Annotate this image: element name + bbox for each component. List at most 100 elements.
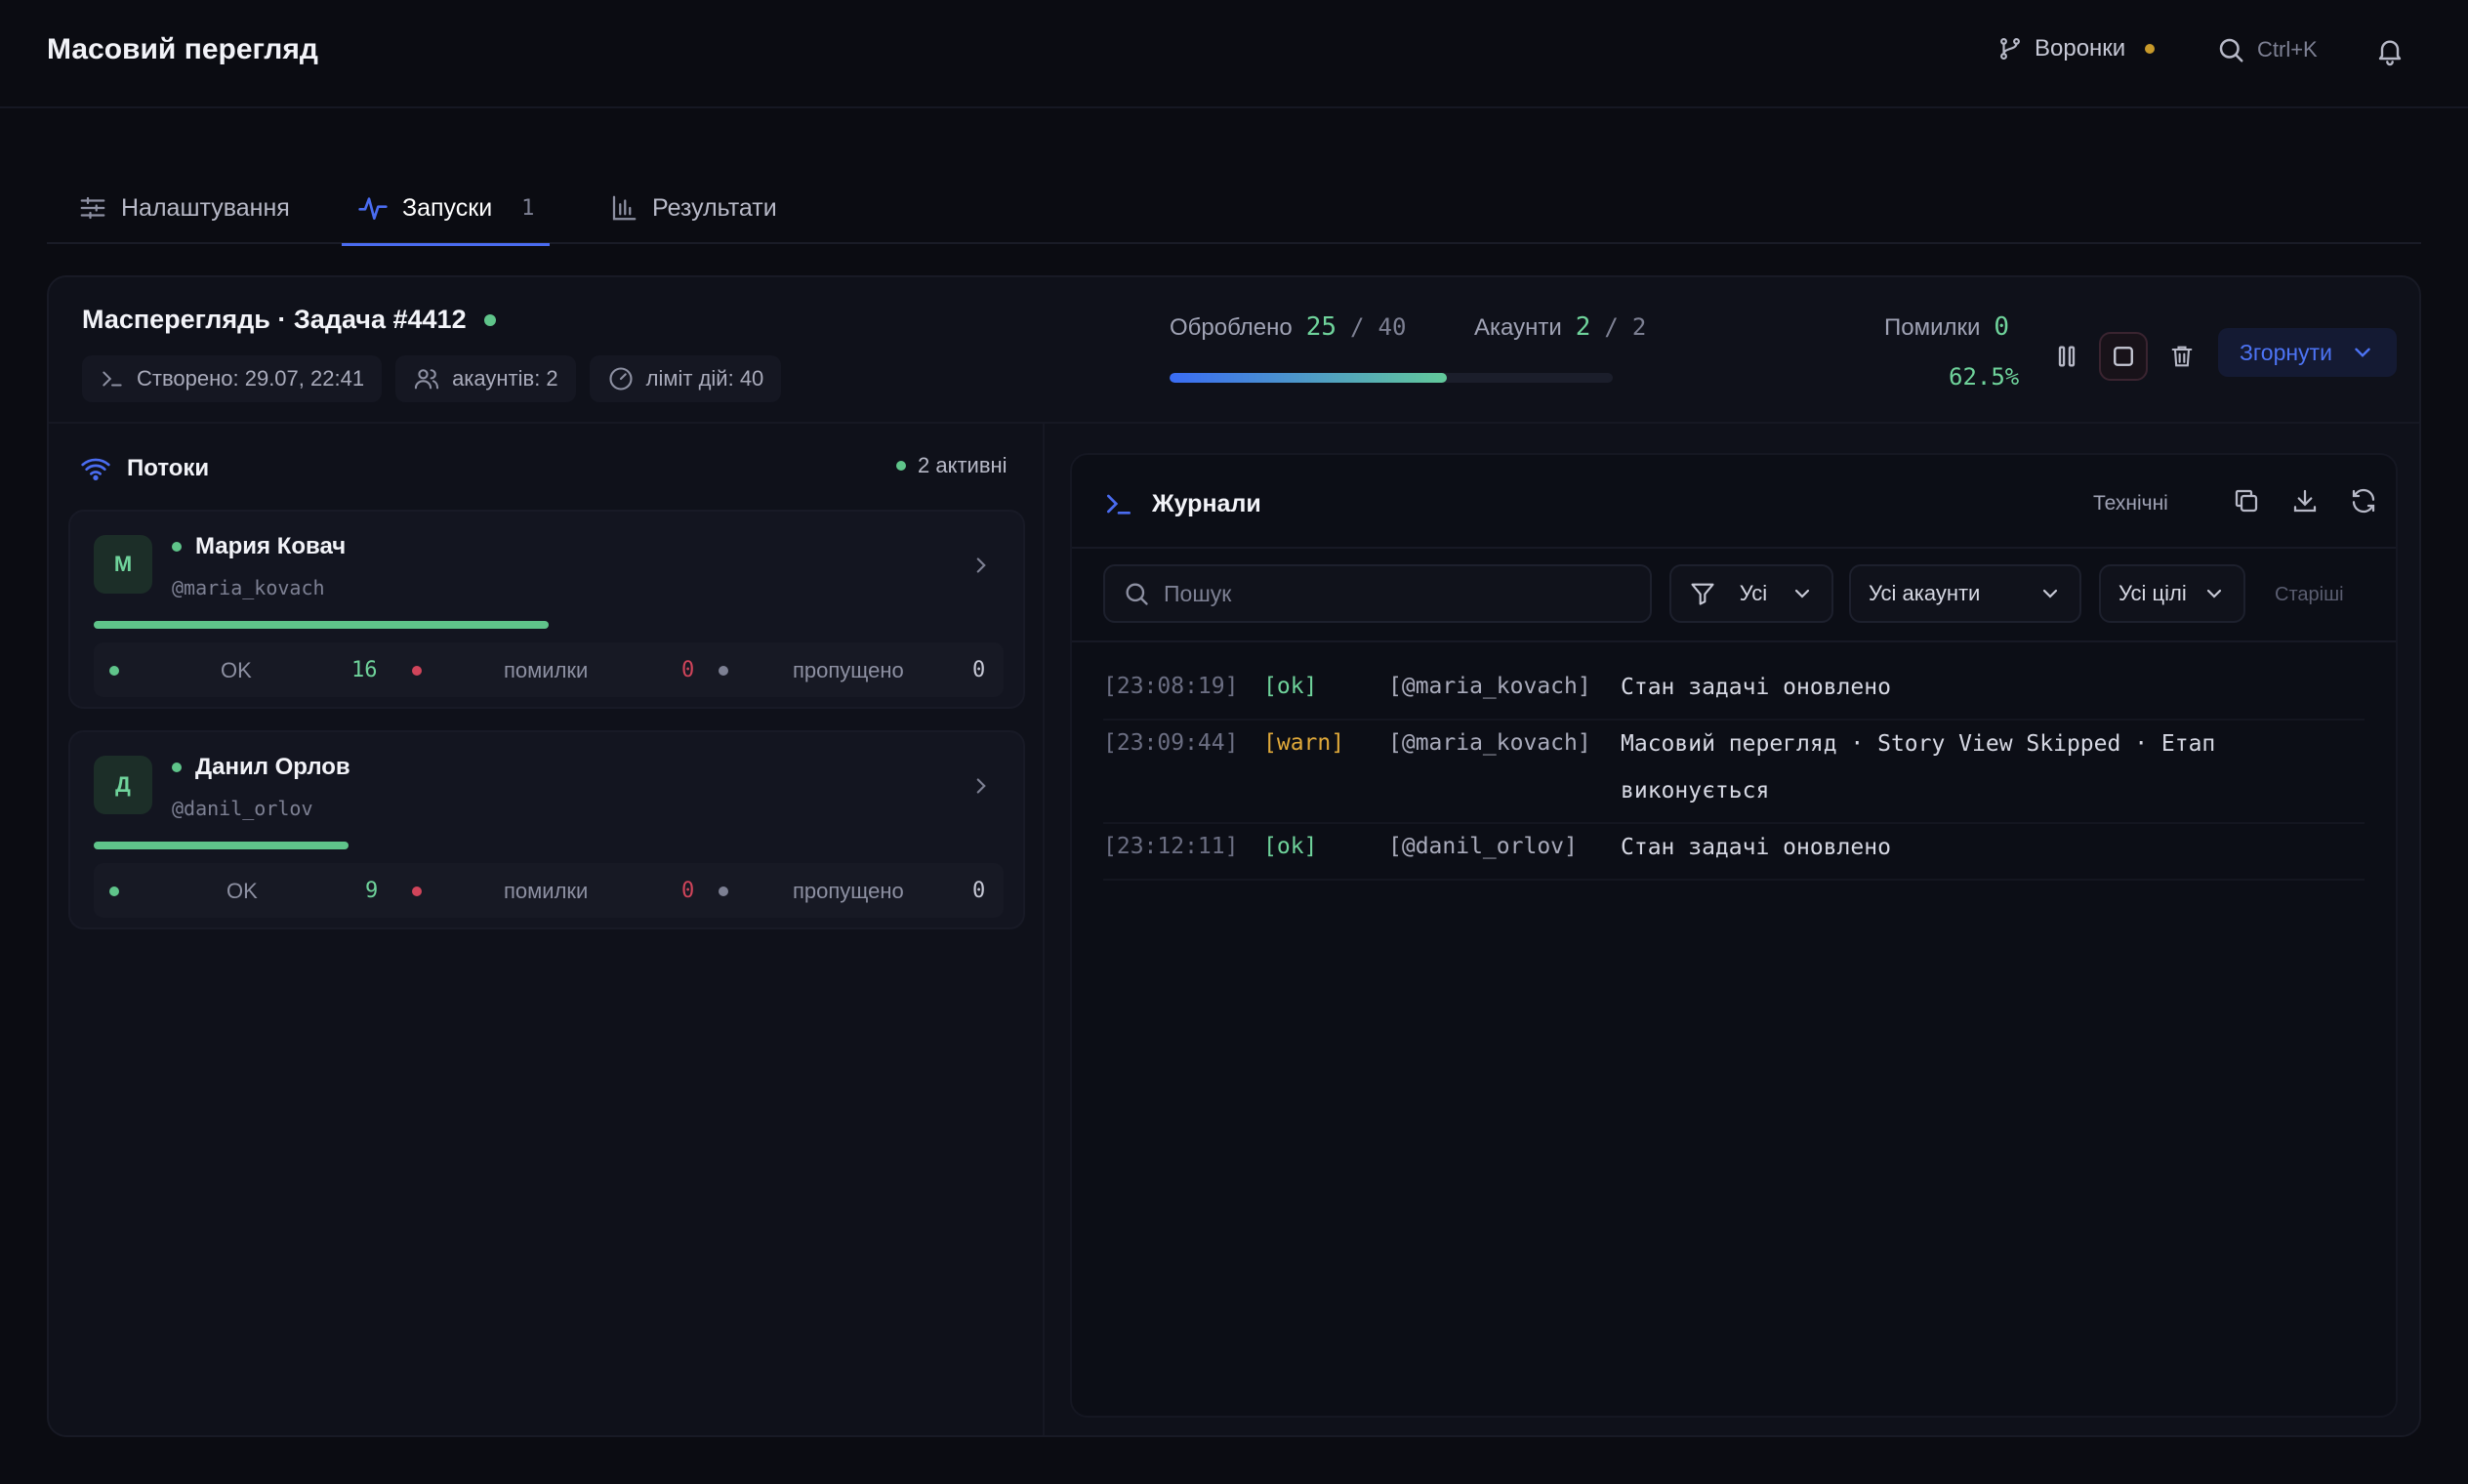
limit-chip: ліміт дій: 40 bbox=[589, 355, 782, 402]
download-button[interactable] bbox=[2290, 486, 2320, 520]
log-line: [23:09:44] [warn] [@maria_kovach] Масови… bbox=[1103, 721, 2365, 824]
stream-progress-fill bbox=[94, 842, 349, 849]
collapse-button[interactable]: Згорнути bbox=[2218, 328, 2397, 377]
streams-panel: Потоки 2 активні М Мария Ковач @maria_ko… bbox=[49, 424, 1045, 1435]
technical-toggle[interactable]: Технічні bbox=[2093, 492, 2168, 515]
notifications-button[interactable] bbox=[2374, 35, 2406, 71]
search-icon bbox=[2219, 38, 2243, 62]
created-chip: Створено: 29.07, 22:41 bbox=[82, 355, 383, 402]
search-button[interactable]: Ctrl+K bbox=[2216, 35, 2318, 64]
ok-count: 9 bbox=[365, 879, 379, 903]
run-divider bbox=[49, 422, 2419, 424]
stream-name: Мария Ковач bbox=[195, 533, 347, 559]
log-search-placeholder: Пошук bbox=[1164, 580, 1232, 606]
pause-icon bbox=[2058, 346, 2076, 367]
processed-separator: / bbox=[1350, 313, 1365, 341]
log-message: Стан задачі оновлено bbox=[1621, 675, 1891, 700]
chevron-down-icon bbox=[2206, 589, 2222, 598]
stream-progress-fill bbox=[94, 621, 549, 629]
funnels-label: Воронки bbox=[2035, 35, 2126, 62]
processed-value: 25 bbox=[1305, 312, 1337, 342]
stream-status-dot bbox=[172, 763, 182, 772]
filter-icon bbox=[1691, 583, 1714, 605]
copy-button[interactable] bbox=[2232, 486, 2261, 520]
created-text: Створено: 29.07, 22:41 bbox=[137, 366, 365, 391]
stop-button[interactable] bbox=[2099, 332, 2148, 381]
logs-title: Журнали bbox=[1103, 488, 1261, 519]
tab-runs[interactable]: Запуски 1 bbox=[341, 172, 551, 246]
streams-header: Потоки bbox=[80, 453, 209, 484]
stream-stats: OK 9 помилки 0 пропущено 0 bbox=[94, 863, 1004, 918]
copy-icon bbox=[2235, 489, 2258, 513]
delete-button[interactable] bbox=[2158, 332, 2206, 381]
error-dot bbox=[412, 666, 422, 676]
log-level: [ok] bbox=[1263, 674, 1318, 699]
log-line: [23:08:19] [ok] [@maria_kovach] Стан зад… bbox=[1103, 664, 2365, 721]
chevron-down-icon bbox=[2042, 589, 2058, 598]
refresh-button[interactable] bbox=[2349, 486, 2378, 520]
skip-dot bbox=[719, 886, 728, 896]
active-dot bbox=[896, 461, 906, 471]
accounts-stat: Акаунти 2 / 2 bbox=[1474, 312, 1646, 342]
pause-button[interactable] bbox=[2042, 332, 2091, 381]
tab-results[interactable]: Результати bbox=[609, 172, 777, 244]
logs-header: Журнали Технічні bbox=[1072, 455, 2396, 549]
log-search-input[interactable]: Пошук bbox=[1103, 564, 1652, 623]
search-shortcut: Ctrl+K bbox=[2257, 37, 2318, 62]
error-label: помилки bbox=[504, 658, 589, 682]
accounts-filter-value: Усі акаунти bbox=[1869, 581, 1981, 605]
chevron-right-icon[interactable] bbox=[968, 553, 994, 583]
wifi-icon bbox=[81, 458, 110, 480]
trash-icon bbox=[2171, 346, 2193, 367]
stream-card[interactable]: М Мария Ковач @maria_kovach OK 16 помилк… bbox=[68, 510, 1025, 709]
log-line: [23:12:11] [ok] [@danil_orlov] Стан зада… bbox=[1103, 824, 2365, 881]
avatar: Д bbox=[94, 756, 152, 814]
stream-name-row: Данил Орлов bbox=[172, 754, 350, 781]
terminal-icon bbox=[1107, 494, 1131, 515]
accounts-chip-text: акаунтів: 2 bbox=[452, 366, 558, 391]
terminal-icon bbox=[103, 371, 122, 387]
older-button[interactable]: Старіші bbox=[2275, 584, 2344, 605]
stream-card[interactable]: Д Данил Орлов @danil_orlov OK 9 помилки … bbox=[68, 730, 1025, 929]
funnels-button[interactable]: Воронки bbox=[1997, 35, 2156, 62]
run-progress-fill bbox=[1170, 373, 1447, 383]
targets-filter-select[interactable]: Усі цілі bbox=[2099, 564, 2245, 623]
streams-title: Потоки bbox=[127, 455, 210, 481]
users-icon bbox=[414, 369, 439, 390]
accounts-chip: акаунтів: 2 bbox=[395, 355, 576, 402]
accounts-total: 2 bbox=[1631, 313, 1647, 341]
refresh-icon bbox=[2352, 488, 2375, 514]
level-filter-select[interactable]: Усі bbox=[1669, 564, 1833, 623]
stream-name-row: Мария Ковач bbox=[172, 533, 346, 560]
processed-total: 40 bbox=[1378, 313, 1407, 341]
logs-panel: Журнали Технічні Пошук Усі bbox=[1070, 453, 2398, 1418]
stream-name: Данил Орлов bbox=[195, 754, 350, 780]
tab-runs-count: 1 bbox=[521, 195, 535, 221]
accounts-label: Акаунти bbox=[1474, 314, 1562, 341]
skip-label: пропущено bbox=[793, 658, 904, 682]
log-account: [@danil_orlov] bbox=[1388, 834, 1578, 859]
skip-label: пропущено bbox=[793, 879, 904, 903]
accounts-value: 2 bbox=[1575, 312, 1591, 342]
accounts-filter-select[interactable]: Усі акаунти bbox=[1849, 564, 2081, 623]
tab-settings[interactable]: Налаштування bbox=[78, 172, 290, 244]
chevron-right-icon[interactable] bbox=[968, 773, 994, 804]
error-count: 0 bbox=[681, 879, 695, 903]
error-dot bbox=[412, 886, 422, 896]
run-title-text: Маспереглядь · Задача #4412 bbox=[82, 305, 467, 334]
log-level: [warn] bbox=[1263, 730, 1345, 756]
ok-label: OK bbox=[226, 879, 258, 903]
ok-label: OK bbox=[221, 658, 252, 682]
log-level: [ok] bbox=[1263, 834, 1318, 859]
progress-percent: 62.5% bbox=[1949, 363, 2020, 391]
errors-stat: Помилки 0 bbox=[1884, 312, 2009, 342]
stream-status-dot bbox=[172, 542, 182, 552]
branch-icon bbox=[2000, 37, 2020, 61]
stream-handle: @danil_orlov bbox=[172, 797, 313, 820]
ok-count: 16 bbox=[351, 658, 378, 682]
sliders-icon bbox=[80, 196, 105, 220]
stream-progress-bar bbox=[94, 842, 1004, 849]
ok-dot bbox=[109, 886, 119, 896]
log-time: [23:08:19] bbox=[1103, 674, 1239, 699]
log-message: Масовий перегляд · Story View Skipped · … bbox=[1621, 731, 2216, 804]
